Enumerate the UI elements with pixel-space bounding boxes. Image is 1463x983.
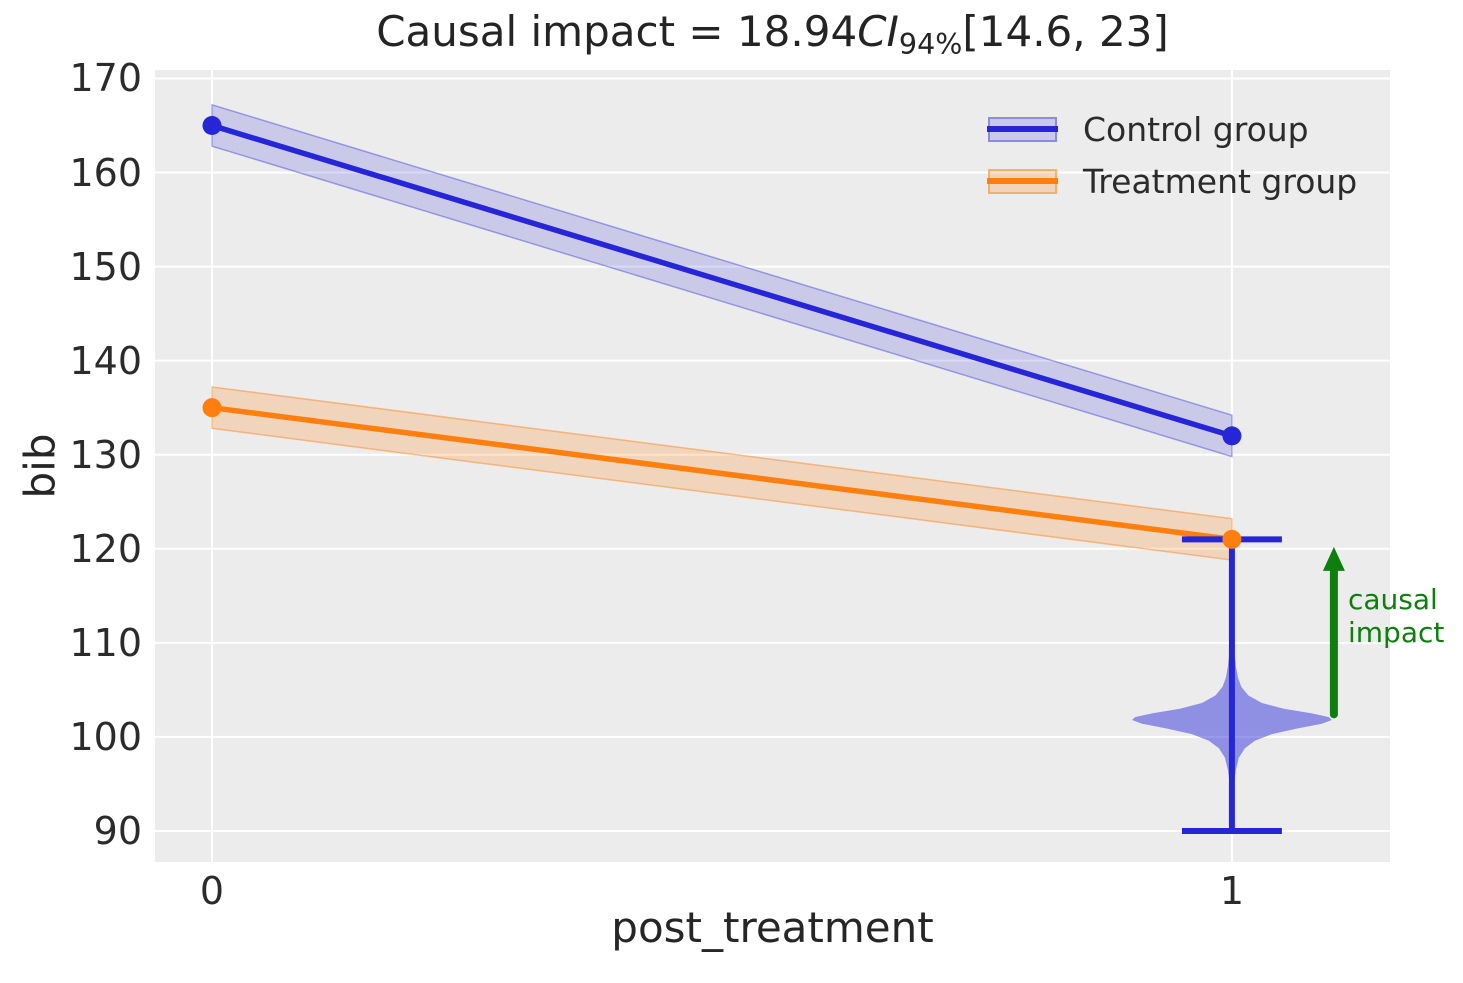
legend-item-treatment: Treatment group xyxy=(987,155,1358,207)
legend: Control group Treatment group xyxy=(987,103,1358,207)
treatment-line-sample xyxy=(987,178,1058,184)
impact-whisker xyxy=(1181,536,1282,834)
gridlines xyxy=(155,70,1390,862)
y-tick-label: 100 xyxy=(69,714,142,759)
title-ci: CI xyxy=(857,7,899,56)
line-treatment xyxy=(209,404,1235,543)
control-line-sample xyxy=(987,126,1058,132)
x-axis-label: post_treatment xyxy=(611,903,934,952)
legend-label-control: Control group xyxy=(1083,109,1309,149)
y-tick-label: 140 xyxy=(69,338,142,383)
control-group-swatch xyxy=(987,116,1058,142)
legend-label-treatment: Treatment group xyxy=(1083,161,1358,201)
title-prefix: Causal impact = 18.94 xyxy=(376,7,858,56)
chart-canvas xyxy=(155,70,1390,862)
marker-treatment xyxy=(1222,529,1242,549)
impact-arrow xyxy=(1322,546,1345,719)
y-tick-label: 110 xyxy=(69,620,142,665)
marker-treatment xyxy=(202,398,222,418)
x-tick-label: 0 xyxy=(199,869,225,913)
legend-item-control: Control group xyxy=(987,103,1357,155)
y-tick-label: 90 xyxy=(93,808,142,853)
causal-impact-annotation: causal impact xyxy=(1348,583,1445,649)
line-control xyxy=(209,122,1235,439)
plot-area: Control group Treatment group xyxy=(155,70,1390,862)
chart-title: Causal impact = 18.94CI94%[14.6, 23] xyxy=(155,4,1390,72)
y-tick-label: 120 xyxy=(69,526,142,571)
title-ci-subscript: 94% xyxy=(898,26,963,61)
y-tick-label: 170 xyxy=(69,56,142,101)
y-tick-label: 160 xyxy=(69,150,142,195)
y-tick-label: 150 xyxy=(69,244,142,289)
title-interval: [14.6, 23] xyxy=(962,7,1169,56)
treatment-group-swatch xyxy=(987,168,1058,194)
marker-control xyxy=(1222,426,1242,446)
marker-control xyxy=(202,115,222,135)
x-tick-label: 1 xyxy=(1219,869,1244,913)
y-tick-label: 130 xyxy=(69,432,142,477)
